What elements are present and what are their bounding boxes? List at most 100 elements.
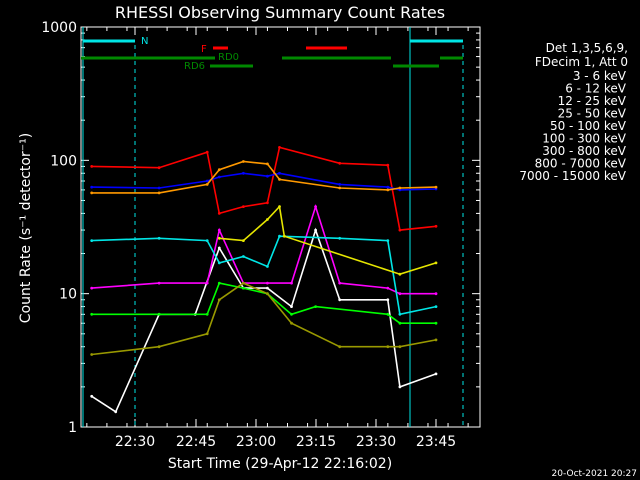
series-point-8 bbox=[398, 345, 402, 349]
series-point-5 bbox=[205, 150, 209, 154]
legend-entry-label: 12 - 25 keV bbox=[558, 94, 627, 108]
series-point-2 bbox=[434, 321, 438, 325]
x-tick-label: 23:15 bbox=[296, 434, 336, 450]
series-point-3 bbox=[266, 265, 269, 268]
series-point-1 bbox=[386, 286, 390, 290]
series-point-1 bbox=[157, 281, 161, 285]
series-point-3 bbox=[338, 236, 342, 240]
series-point-7 bbox=[266, 162, 269, 166]
series-point-8 bbox=[242, 281, 245, 285]
flag-rd0-label: RD0 bbox=[218, 52, 239, 63]
series-line-3 bbox=[91, 235, 437, 316]
legend-entry-label: 300 - 800 keV bbox=[542, 144, 626, 158]
series-point-2 bbox=[205, 312, 209, 316]
series-point-3 bbox=[278, 234, 281, 238]
series-line-0 bbox=[91, 227, 437, 413]
series-point-3 bbox=[434, 305, 438, 308]
series-point-8 bbox=[290, 321, 293, 325]
series-point-1 bbox=[290, 281, 293, 285]
y-tick-label: 10 bbox=[59, 287, 77, 303]
series-point-2 bbox=[217, 281, 221, 285]
series-point-1 bbox=[314, 205, 317, 209]
chart-title: RHESSI Observing Summary Count Rates bbox=[115, 3, 445, 22]
series-point-3 bbox=[157, 236, 161, 240]
series-point-0 bbox=[290, 305, 293, 308]
series-line-2 bbox=[91, 282, 436, 324]
series-line-8 bbox=[91, 282, 437, 356]
x-tick-label: 22:45 bbox=[176, 434, 216, 450]
series-point-6 bbox=[157, 186, 161, 190]
series-line-5 bbox=[91, 146, 437, 231]
series-point-1 bbox=[217, 228, 221, 232]
series-point-8 bbox=[386, 345, 390, 349]
x-tick-label: 23:00 bbox=[236, 434, 276, 450]
series-point-3 bbox=[205, 239, 209, 243]
legend-entry-label: 7000 - 15000 keV bbox=[519, 169, 626, 183]
series-point-8 bbox=[434, 338, 438, 342]
plot-frame bbox=[80, 26, 481, 428]
series-point-7 bbox=[157, 191, 161, 195]
series-point-8 bbox=[266, 292, 269, 296]
series-point-0 bbox=[114, 410, 118, 414]
series-point-4 bbox=[398, 272, 402, 276]
series-point-7 bbox=[90, 191, 94, 195]
timestamp: 20-Oct-2021 20:27 bbox=[552, 469, 637, 479]
x-tick-label: 23:45 bbox=[416, 434, 456, 450]
series-point-8 bbox=[205, 332, 209, 336]
flag-flare-label: F bbox=[201, 44, 207, 55]
y-tick-label: 100 bbox=[50, 153, 77, 169]
x-axis-label: Start Time (29-Apr-12 22:16:02) bbox=[168, 456, 392, 472]
series-point-0 bbox=[90, 394, 94, 398]
series-point-7 bbox=[242, 160, 245, 163]
series-point-0 bbox=[434, 372, 438, 376]
series-point-0 bbox=[338, 298, 342, 302]
x-tick-label: 23:30 bbox=[356, 434, 396, 450]
flag-night-label: N bbox=[141, 36, 148, 47]
series-point-2 bbox=[290, 312, 293, 316]
series-point-0 bbox=[398, 385, 402, 389]
series-point-8 bbox=[338, 345, 342, 349]
series-point-1 bbox=[434, 292, 438, 296]
series-point-2 bbox=[90, 312, 94, 316]
legend-entry-label: 800 - 7000 keV bbox=[535, 157, 627, 171]
series-point-2 bbox=[398, 321, 402, 325]
series-point-8 bbox=[217, 298, 221, 302]
series-point-5 bbox=[278, 146, 281, 149]
series-point-6 bbox=[266, 174, 269, 178]
series-point-8 bbox=[157, 345, 161, 349]
series-point-5 bbox=[386, 163, 390, 167]
series-point-2 bbox=[314, 305, 317, 308]
x-tick-label: 22:30 bbox=[115, 434, 155, 450]
y-tick-label: 1000 bbox=[41, 20, 77, 36]
series-point-0 bbox=[314, 228, 317, 232]
series-point-1 bbox=[338, 281, 342, 285]
series-point-5 bbox=[338, 161, 342, 165]
legend-header-line2: FDecim 1, Att 0 bbox=[535, 55, 628, 69]
legend-entry-label: 50 - 100 keV bbox=[550, 119, 627, 133]
series-point-0 bbox=[266, 286, 269, 290]
series-point-7 bbox=[386, 188, 390, 192]
flag-rd6-label: RD6 bbox=[184, 61, 205, 72]
series-point-6 bbox=[205, 179, 209, 183]
series-point-5 bbox=[434, 224, 438, 228]
series-point-5 bbox=[398, 228, 402, 232]
series-point-5 bbox=[157, 166, 161, 170]
legend-header-line1: Det 1,3,5,6,9, bbox=[546, 41, 628, 55]
series-point-6 bbox=[338, 183, 342, 186]
series-point-6 bbox=[90, 185, 94, 189]
series-point-4 bbox=[278, 205, 281, 209]
legend-entry-label: 100 - 300 keV bbox=[542, 132, 626, 146]
series-point-7 bbox=[278, 178, 281, 181]
series-point-6 bbox=[278, 171, 281, 175]
series-point-7 bbox=[205, 183, 209, 186]
series-line-1 bbox=[91, 203, 436, 295]
series-point-6 bbox=[386, 185, 390, 189]
series-point-6 bbox=[217, 175, 221, 179]
series-point-5 bbox=[217, 212, 221, 215]
legend-entry-label: 6 - 12 keV bbox=[565, 82, 627, 96]
series-point-5 bbox=[90, 165, 94, 168]
series-line-6 bbox=[91, 172, 437, 191]
